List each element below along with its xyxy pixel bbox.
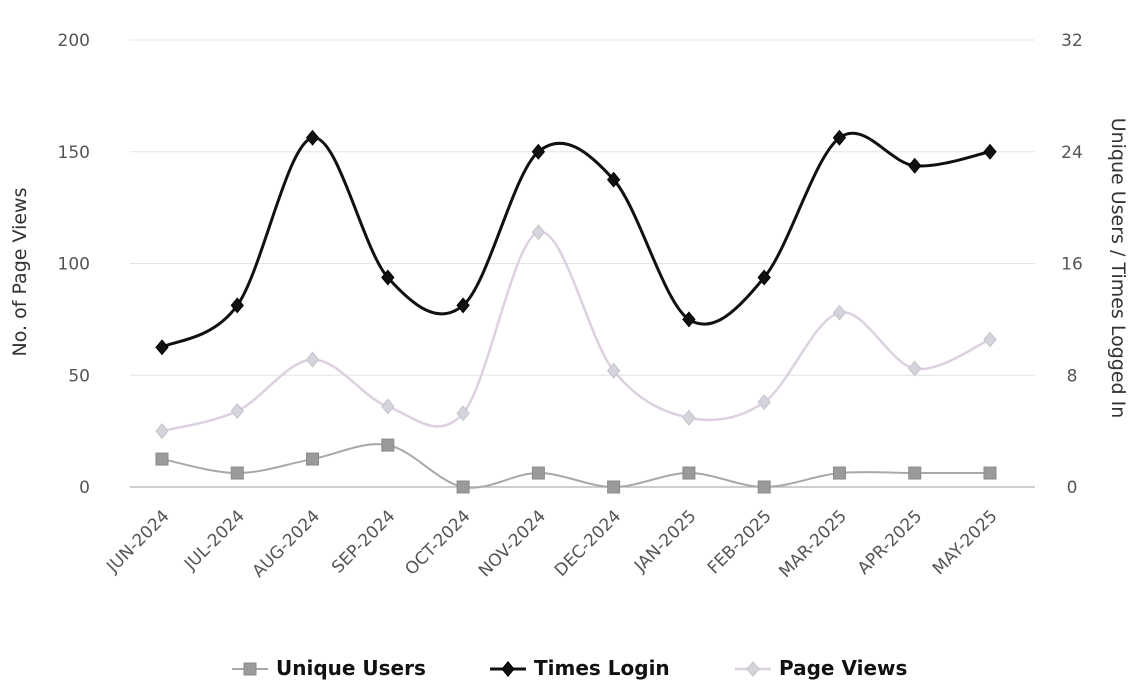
data-point-times-login: [381, 269, 395, 286]
series-line-page-views: [161, 230, 991, 433]
legend-label-unique-users: Unique Users: [276, 656, 426, 680]
data-point-page-views: [682, 409, 696, 426]
data-point-times-login: [757, 269, 771, 286]
left-tick-label: 100: [58, 255, 90, 275]
x-axis-ticks: JUN-2024 JUL-2024 AUG-2024 SEP-2024 OCT-2024…: [102, 506, 1001, 582]
left-tick-label: 150: [58, 143, 90, 163]
legend: Unique Users Times Login Page Views: [232, 656, 907, 680]
data-point-page-views: [983, 331, 997, 348]
right-axis-ticks: 0 8 16 24 32: [1061, 31, 1083, 498]
data-point-times-login: [456, 297, 470, 314]
data-point-page-views: [606, 362, 621, 379]
x-tick-label: JAN-2025: [630, 506, 700, 576]
grid: [130, 39, 1035, 488]
x-tick-label: DEC-2024: [551, 506, 625, 580]
data-point-times-login: [606, 171, 621, 188]
data-point-page-views: [230, 403, 244, 419]
data-point-page-views: [832, 304, 847, 321]
left-axis-title: No. of Page Views: [9, 188, 31, 357]
data-point-times-login: [305, 129, 320, 146]
right-tick-label: 32: [1061, 31, 1083, 51]
left-axis-ticks: 0 50 100 150 200: [58, 31, 90, 498]
x-tick-label: NOV-2024: [475, 506, 550, 581]
data-point-unique-users: [607, 480, 621, 494]
series-line-unique-users: [161, 443, 990, 489]
legend-label-times-login: Times Login: [534, 656, 670, 680]
left-tick-label: 50: [68, 366, 90, 386]
series: [155, 129, 997, 494]
x-tick-label: MAY-2025: [929, 506, 1002, 579]
data-point-unique-users: [531, 466, 545, 480]
data-point-unique-users: [381, 438, 395, 452]
right-tick-label: 0: [1067, 478, 1078, 498]
left-tick-label: 200: [58, 31, 90, 51]
data-point-times-login: [908, 157, 922, 174]
data-point-page-views: [456, 405, 470, 422]
legend-marker-page-views: [746, 661, 760, 677]
data-point-unique-users: [456, 480, 470, 494]
data-point-page-views: [381, 398, 395, 415]
legend-marker-times-login: [501, 661, 515, 677]
x-tick-label: JUL-2024: [180, 506, 249, 575]
series-times-login: [155, 129, 997, 356]
x-tick-label: AUG-2024: [249, 506, 324, 581]
data-point-unique-users: [983, 466, 997, 480]
data-point-unique-users: [682, 466, 696, 480]
data-point-times-login: [682, 311, 696, 328]
legend-marker-unique-users: [243, 662, 257, 676]
right-tick-label: 8: [1067, 366, 1078, 386]
series-unique-users: [155, 438, 997, 494]
data-point-unique-users: [757, 480, 771, 494]
data-point-page-views: [757, 394, 771, 411]
data-point-times-login: [155, 339, 169, 356]
legend-item-page-views[interactable]: Page Views: [735, 656, 907, 680]
data-point-unique-users: [832, 466, 846, 480]
data-point-unique-users: [230, 466, 244, 480]
x-tick-label: FEB-2025: [704, 506, 776, 578]
data-point-unique-users: [908, 466, 922, 480]
right-tick-label: 24: [1061, 143, 1083, 163]
data-point-times-login: [531, 143, 546, 160]
data-point-page-views: [305, 351, 320, 368]
right-axis-title: Unique Users / Times Logged In: [1107, 118, 1129, 419]
data-point-times-login: [983, 143, 997, 160]
legend-item-unique-users[interactable]: Unique Users: [232, 656, 426, 680]
data-point-page-views: [155, 423, 169, 440]
series-line-times-login: [161, 131, 991, 349]
legend-item-times-login[interactable]: Times Login: [490, 656, 670, 680]
data-point-times-login: [832, 129, 847, 146]
x-tick-label: JUN-2024: [102, 506, 173, 577]
x-tick-label: SEP-2024: [328, 506, 399, 577]
x-tick-label: MAR-2025: [775, 506, 851, 582]
right-tick-label: 16: [1061, 255, 1083, 275]
x-tick-label: APR-2025: [854, 506, 926, 578]
data-point-page-views: [531, 224, 546, 241]
data-point-times-login: [230, 297, 244, 314]
left-tick-label: 0: [79, 478, 90, 498]
x-tick-label: OCT-2024: [401, 506, 474, 579]
legend-label-page-views: Page Views: [779, 656, 907, 680]
data-point-page-views: [908, 360, 922, 377]
series-page-views: [155, 224, 997, 440]
data-point-unique-users: [306, 452, 320, 466]
data-point-unique-users: [155, 452, 169, 466]
